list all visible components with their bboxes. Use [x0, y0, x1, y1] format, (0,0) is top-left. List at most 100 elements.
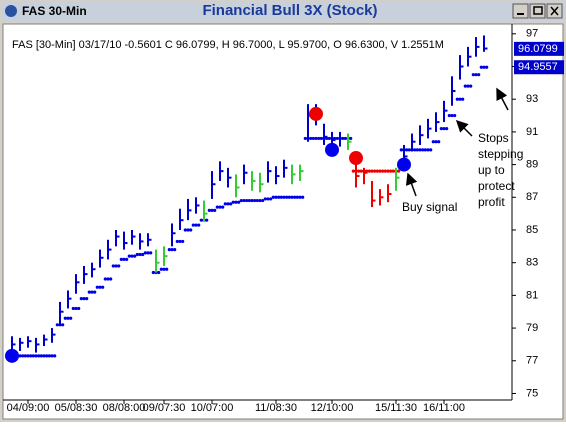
stop-dot: [143, 251, 147, 255]
y-tick-label: 97: [526, 28, 538, 40]
stop-dot: [253, 198, 257, 203]
stop-dot: [218, 205, 222, 209]
stop-dot: [189, 228, 193, 232]
stops-annotation: Stops: [478, 131, 509, 145]
stop-dot: [442, 127, 446, 131]
stop-dot: [397, 169, 401, 173]
stop-dot: [186, 228, 190, 232]
x-tick-label: 10/07:00: [191, 402, 234, 414]
stop-dot: [405, 148, 409, 152]
stop-dot: [437, 140, 441, 144]
stop-dot: [309, 136, 313, 141]
stop-dot: [39, 354, 43, 358]
stop-dot: [149, 251, 153, 255]
stop-dot: [279, 195, 283, 199]
stop-dot: [194, 223, 198, 227]
y-tick-label: 83: [526, 257, 538, 269]
stop-dot: [351, 169, 355, 173]
stop-dot: [439, 127, 443, 131]
stop-arrow: [455, 119, 473, 137]
stop-dot: [66, 316, 70, 320]
stop-dot: [127, 254, 131, 258]
stop-dot: [215, 205, 219, 209]
y-tick-label: 79: [526, 322, 538, 334]
stop-dot: [381, 169, 385, 173]
stop-dot: [447, 113, 451, 118]
signal-dot: [349, 151, 363, 166]
stop-dot: [175, 239, 179, 244]
stop-dot: [213, 208, 217, 212]
last-stop-label: 94.9557: [518, 61, 558, 73]
stop-dot: [255, 198, 259, 203]
stop-dot: [463, 84, 467, 88]
stop-dot: [383, 169, 387, 173]
stop-dot: [287, 195, 291, 199]
maximize-glyph: [533, 6, 543, 15]
stop-dot: [141, 252, 145, 257]
stop-dot: [85, 297, 89, 301]
stop-dot: [61, 323, 65, 327]
stop-dot: [53, 354, 57, 358]
y-tick-label: 89: [526, 158, 538, 170]
stop-dot: [93, 290, 97, 294]
stop-dot: [151, 270, 155, 275]
y-tick-label: 87: [526, 191, 538, 203]
stop-dot: [199, 218, 203, 222]
stop-dot: [282, 195, 286, 199]
x-tick-label: 04/09:00: [7, 402, 50, 414]
stop-dot: [26, 354, 30, 358]
stop-dot: [207, 208, 211, 212]
app-icon: [5, 5, 17, 17]
stop-dot: [450, 113, 454, 118]
y-tick-label: 77: [526, 355, 538, 367]
buy-arrow: [405, 172, 418, 197]
stop-dot: [445, 127, 449, 131]
stop-dot: [373, 169, 377, 173]
y-tick-label: 93: [526, 93, 538, 105]
stop-dot: [303, 136, 307, 141]
stop-dot: [477, 73, 481, 77]
stop-dot: [29, 354, 33, 358]
stop-dot: [327, 136, 331, 141]
stop-dot: [178, 239, 182, 244]
y-tick-label: 75: [526, 387, 538, 399]
stop-dot: [386, 169, 390, 173]
buy-annotation: Buy signal: [402, 200, 457, 214]
stop-dot: [87, 290, 91, 294]
stop-dot: [37, 354, 41, 358]
stop-dot: [471, 73, 475, 77]
chart-header: FAS [30-Min] 03/17/10 -0.5601 C 96.0799,…: [12, 39, 444, 51]
stop-dot: [191, 223, 195, 227]
stop-dot: [109, 277, 113, 281]
stop-dot: [50, 354, 54, 358]
stops-annotation: stepping: [478, 147, 523, 161]
stop-dot: [311, 136, 315, 141]
window-buttons: [512, 3, 563, 19]
stop-dot: [231, 200, 235, 204]
stop-dot: [482, 65, 486, 69]
stop-dot: [34, 354, 38, 358]
stops-annotation: protect: [478, 179, 515, 193]
stop-dot: [453, 113, 457, 118]
stop-dot: [79, 297, 83, 301]
stop-dot: [95, 285, 99, 289]
stop-dot: [226, 202, 230, 206]
chart-area: [2, 23, 564, 420]
x-tick-label: 05/08:30: [55, 402, 98, 414]
stop-dot: [485, 65, 489, 69]
stop-dot: [21, 354, 25, 358]
stop-dot: [298, 195, 302, 199]
stop-dot: [469, 84, 473, 88]
minimize-button[interactable]: [512, 3, 529, 19]
stop-dot: [242, 198, 246, 203]
x-tick-label: 12/10:00: [311, 402, 354, 414]
stop-dot: [42, 354, 46, 358]
x-tick-label: 16/11:00: [423, 402, 465, 414]
stop-dot: [223, 202, 227, 206]
stop-dot: [466, 84, 470, 88]
stop-dot: [130, 254, 134, 258]
stop-dot: [221, 205, 225, 209]
stop-dot: [399, 148, 403, 152]
stop-dot: [479, 65, 483, 69]
stop-dot: [335, 136, 339, 141]
